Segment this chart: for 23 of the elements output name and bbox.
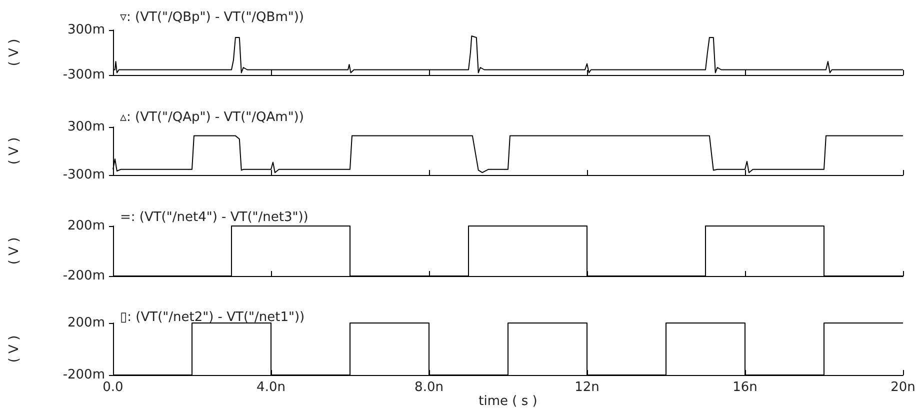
y-axis-title: ( V )	[7, 38, 22, 66]
y-tick-label: 200m	[68, 218, 105, 234]
chart-title: ▯: (VT("/net2") - VT("/net1"))	[120, 310, 305, 325]
chart-title: ▵: (VT("/QAp") - VT("/QAm"))	[120, 110, 304, 125]
x-tick-label: 0.0	[102, 380, 124, 395]
x-tick-label: 20n	[890, 380, 916, 395]
y-tick-label: 200m	[68, 316, 105, 330]
x-tick-label: 16n	[732, 380, 758, 395]
chart-title: ▿: (VT("/QBp") - VT("/QBm"))	[120, 10, 304, 25]
y-axis-title: ( V )	[7, 137, 22, 165]
chart-title: =: (VT("/net4") - VT("/net3"))	[120, 210, 308, 225]
x-axis-title: time ( s )	[478, 394, 538, 409]
y-tick-label: -300m	[62, 168, 105, 182]
y-axis-title: ( V )	[7, 335, 22, 363]
y-tick-label: -200m	[62, 268, 105, 284]
x-tick-label: 4.0n	[256, 380, 286, 395]
y-tick-label: 300m	[68, 22, 105, 38]
y-tick-label: 300m	[68, 120, 105, 134]
y-axis-title: ( V )	[7, 237, 22, 265]
y-tick-label: -300m	[62, 68, 105, 82]
y-tick-label: -200m	[62, 368, 105, 382]
x-tick-label: 12n	[574, 380, 600, 395]
x-tick-label: 8.0n	[414, 380, 444, 395]
